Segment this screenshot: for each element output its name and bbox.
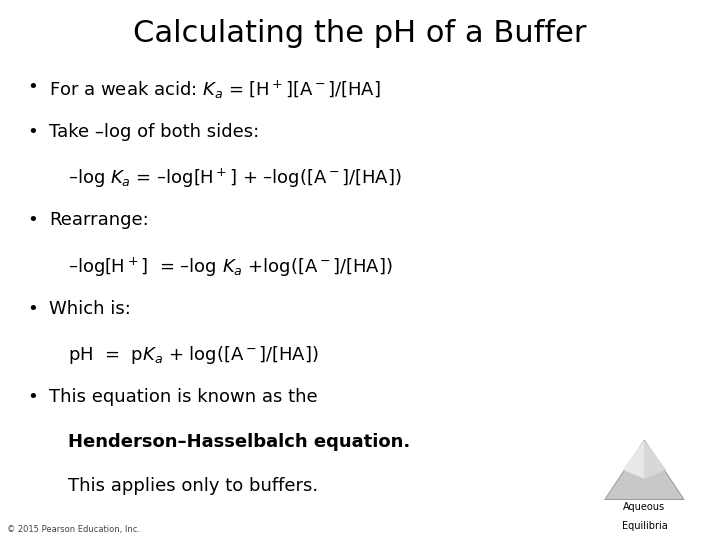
Text: •: • [27,300,38,318]
Text: •: • [27,78,38,96]
Text: Rearrange:: Rearrange: [49,211,149,229]
Text: •: • [27,388,38,406]
Text: This applies only to buffers.: This applies only to buffers. [68,477,318,495]
Text: pH  =  p$\mathit{K}_a$ + log([A$^-$]/[HA]): pH = p$\mathit{K}_a$ + log([A$^-$]/[HA]) [68,344,319,366]
Text: © 2015 Pearson Education, Inc.: © 2015 Pearson Education, Inc. [7,524,140,534]
Text: Take –log of both sides:: Take –log of both sides: [49,123,259,140]
Text: For a weak acid: $\mathit{K}_a$ = [H$^+$][A$^-$]/[HA]: For a weak acid: $\mathit{K}_a$ = [H$^+$… [49,78,380,100]
Polygon shape [623,440,644,479]
Polygon shape [605,440,684,500]
Text: •: • [27,211,38,229]
Text: Which is:: Which is: [49,300,131,318]
Text: Calculating the pH of a Buffer: Calculating the pH of a Buffer [133,19,587,48]
Text: Equilibria: Equilibria [621,521,667,531]
Text: –log[H$^+$]  = –log $\mathit{K}_a$ +log([A$^-$]/[HA]): –log[H$^+$] = –log $\mathit{K}_a$ +log([… [68,255,393,279]
Text: Aqueous: Aqueous [624,502,665,512]
Text: Henderson–Hasselbalch equation.: Henderson–Hasselbalch equation. [68,433,410,450]
Text: –log $\mathit{K}_a$ = –log[H$^+$] + –log([A$^-$]/[HA]): –log $\mathit{K}_a$ = –log[H$^+$] + –log… [68,167,402,190]
Polygon shape [644,440,666,479]
Text: •: • [27,123,38,140]
Text: This equation is known as the: This equation is known as the [49,388,318,406]
